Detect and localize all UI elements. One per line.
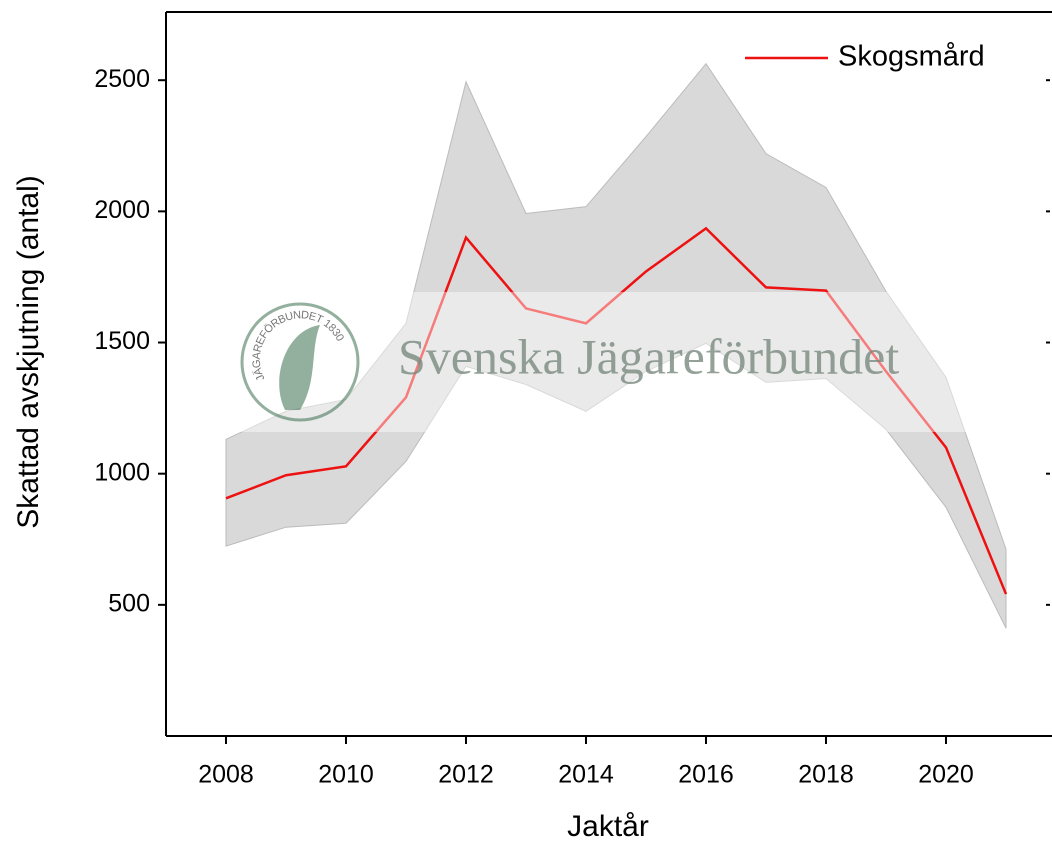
legend-label: Skogsmård xyxy=(838,41,985,73)
watermark: Svenska Jägareförbundet xyxy=(398,328,899,384)
x-tick-label: 2008 xyxy=(198,761,254,789)
x-tick-label: 2020 xyxy=(918,761,974,789)
x-tick-label: 2016 xyxy=(678,761,734,789)
logo-bird xyxy=(279,325,320,410)
x-tick-label: 2014 xyxy=(558,761,614,789)
logo-ring xyxy=(240,302,360,422)
x-axis-label: Jaktår xyxy=(567,810,649,843)
y-tick-label: 500 xyxy=(108,589,150,617)
x-tick-label: 2018 xyxy=(798,761,854,789)
x-tick-label: 2012 xyxy=(438,761,494,789)
y-tick-label: 2000 xyxy=(94,196,150,224)
x-tick-label: 2010 xyxy=(318,761,374,789)
y-tick-label: 2500 xyxy=(94,65,150,93)
confidence-band xyxy=(225,62,1007,629)
y-tick-label: 1000 xyxy=(94,458,150,486)
y-axis-label: Skattad avskjutning (antal) xyxy=(12,175,45,529)
series-line xyxy=(225,226,1008,595)
plot-area xyxy=(225,62,1008,629)
y-tick-label: 1500 xyxy=(94,327,150,355)
watermark-bg xyxy=(240,292,992,432)
